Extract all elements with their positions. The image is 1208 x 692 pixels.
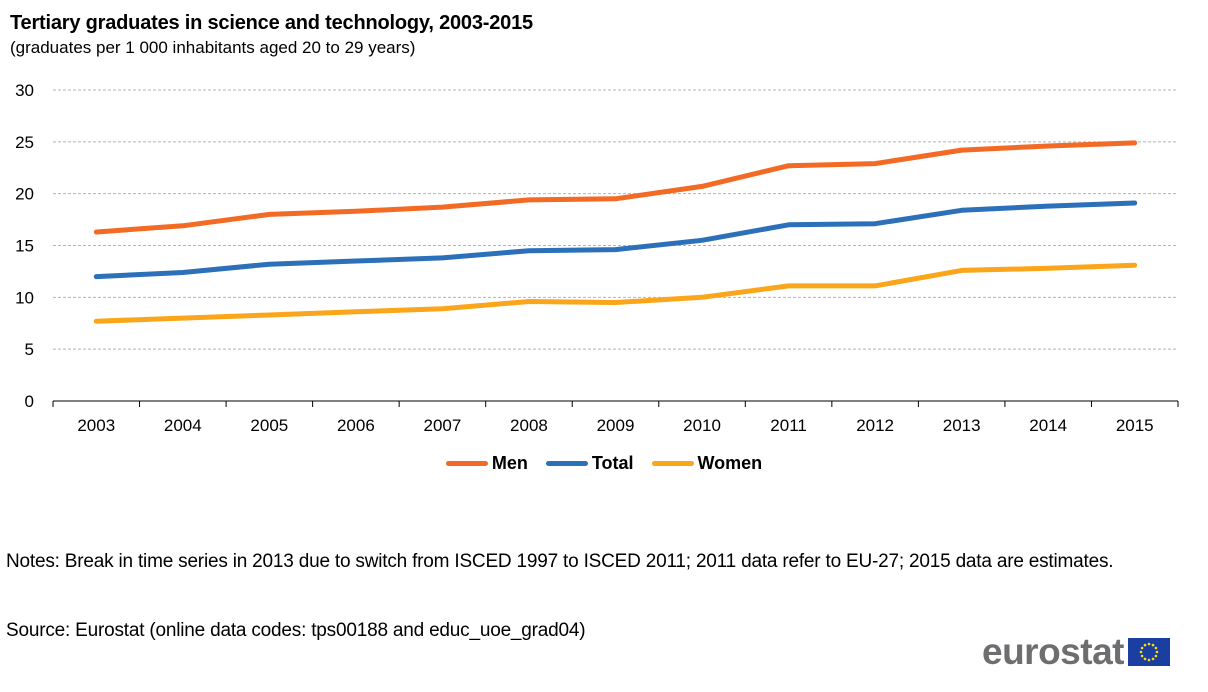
y-tick-label: 0 [25, 392, 34, 411]
x-tick-label: 2004 [164, 416, 202, 435]
chart-notes: Notes: Break in time series in 2013 due … [6, 551, 1114, 572]
series-line-total [93, 200, 1138, 280]
line-chart: 0 5 10 15 20 25 30 2003 2004 2005 2006 2007 2008 2009… [15, 81, 1179, 435]
eu-flag-icon [1127, 637, 1170, 666]
eu-star [1151, 643, 1155, 646]
x-tick-label: 2005 [250, 416, 288, 435]
x-tick-label: 2006 [337, 416, 375, 435]
x-tick-label: 2013 [943, 416, 981, 435]
eu-star [1140, 654, 1144, 657]
legend-swatch-total [545, 461, 588, 466]
x-tick-label: 2012 [856, 416, 894, 435]
series-line-women [93, 262, 1138, 324]
x-tick-label: 2008 [510, 416, 548, 435]
series-line-men [93, 140, 1138, 235]
legend-item-total: Total [545, 453, 634, 474]
chart-title: Tertiary graduates in science and techno… [10, 12, 533, 34]
eu-star [1147, 658, 1151, 661]
legend-item-men: Men [445, 453, 528, 474]
legend-item-women: Women [651, 453, 763, 474]
legend-swatch-men [445, 461, 488, 466]
eu-star [1139, 650, 1143, 653]
eu-star [1140, 646, 1144, 649]
logo-text: eurostat [982, 631, 1124, 672]
y-tick-label: 20 [15, 185, 34, 204]
eu-star [1155, 650, 1159, 653]
x-tick-label: 2011 [770, 416, 807, 435]
x-tick-label: 2014 [1029, 416, 1067, 435]
x-tick-label: 2003 [77, 416, 115, 435]
eurostat-logo: eurostat [982, 633, 1170, 670]
y-tick-label: 30 [15, 81, 34, 100]
legend-label-women: Women [697, 453, 763, 473]
eu-star [1151, 657, 1155, 660]
y-tick-label: 15 [15, 237, 34, 256]
eu-star [1154, 654, 1158, 657]
eu-star [1154, 646, 1158, 649]
x-tick-label: 2007 [424, 416, 462, 435]
x-tick-label: 2010 [683, 416, 721, 435]
x-tick-label: 2009 [597, 416, 635, 435]
eu-star [1147, 642, 1151, 645]
legend-swatch-women [651, 461, 694, 466]
eu-star [1143, 643, 1147, 646]
chart-source: Source: Eurostat (online data codes: tps… [6, 620, 586, 641]
eu-star [1143, 657, 1147, 660]
legend: Men Total Women [0, 453, 1208, 474]
y-tick-label: 5 [25, 340, 34, 359]
chart-subtitle: (graduates per 1 000 inhabitants aged 20… [10, 38, 416, 57]
x-tick-label: 2015 [1116, 416, 1154, 435]
legend-label-men: Men [491, 453, 528, 473]
legend-label-total: Total [591, 453, 634, 473]
y-tick-label: 10 [15, 288, 34, 307]
y-tick-label: 25 [15, 133, 34, 152]
